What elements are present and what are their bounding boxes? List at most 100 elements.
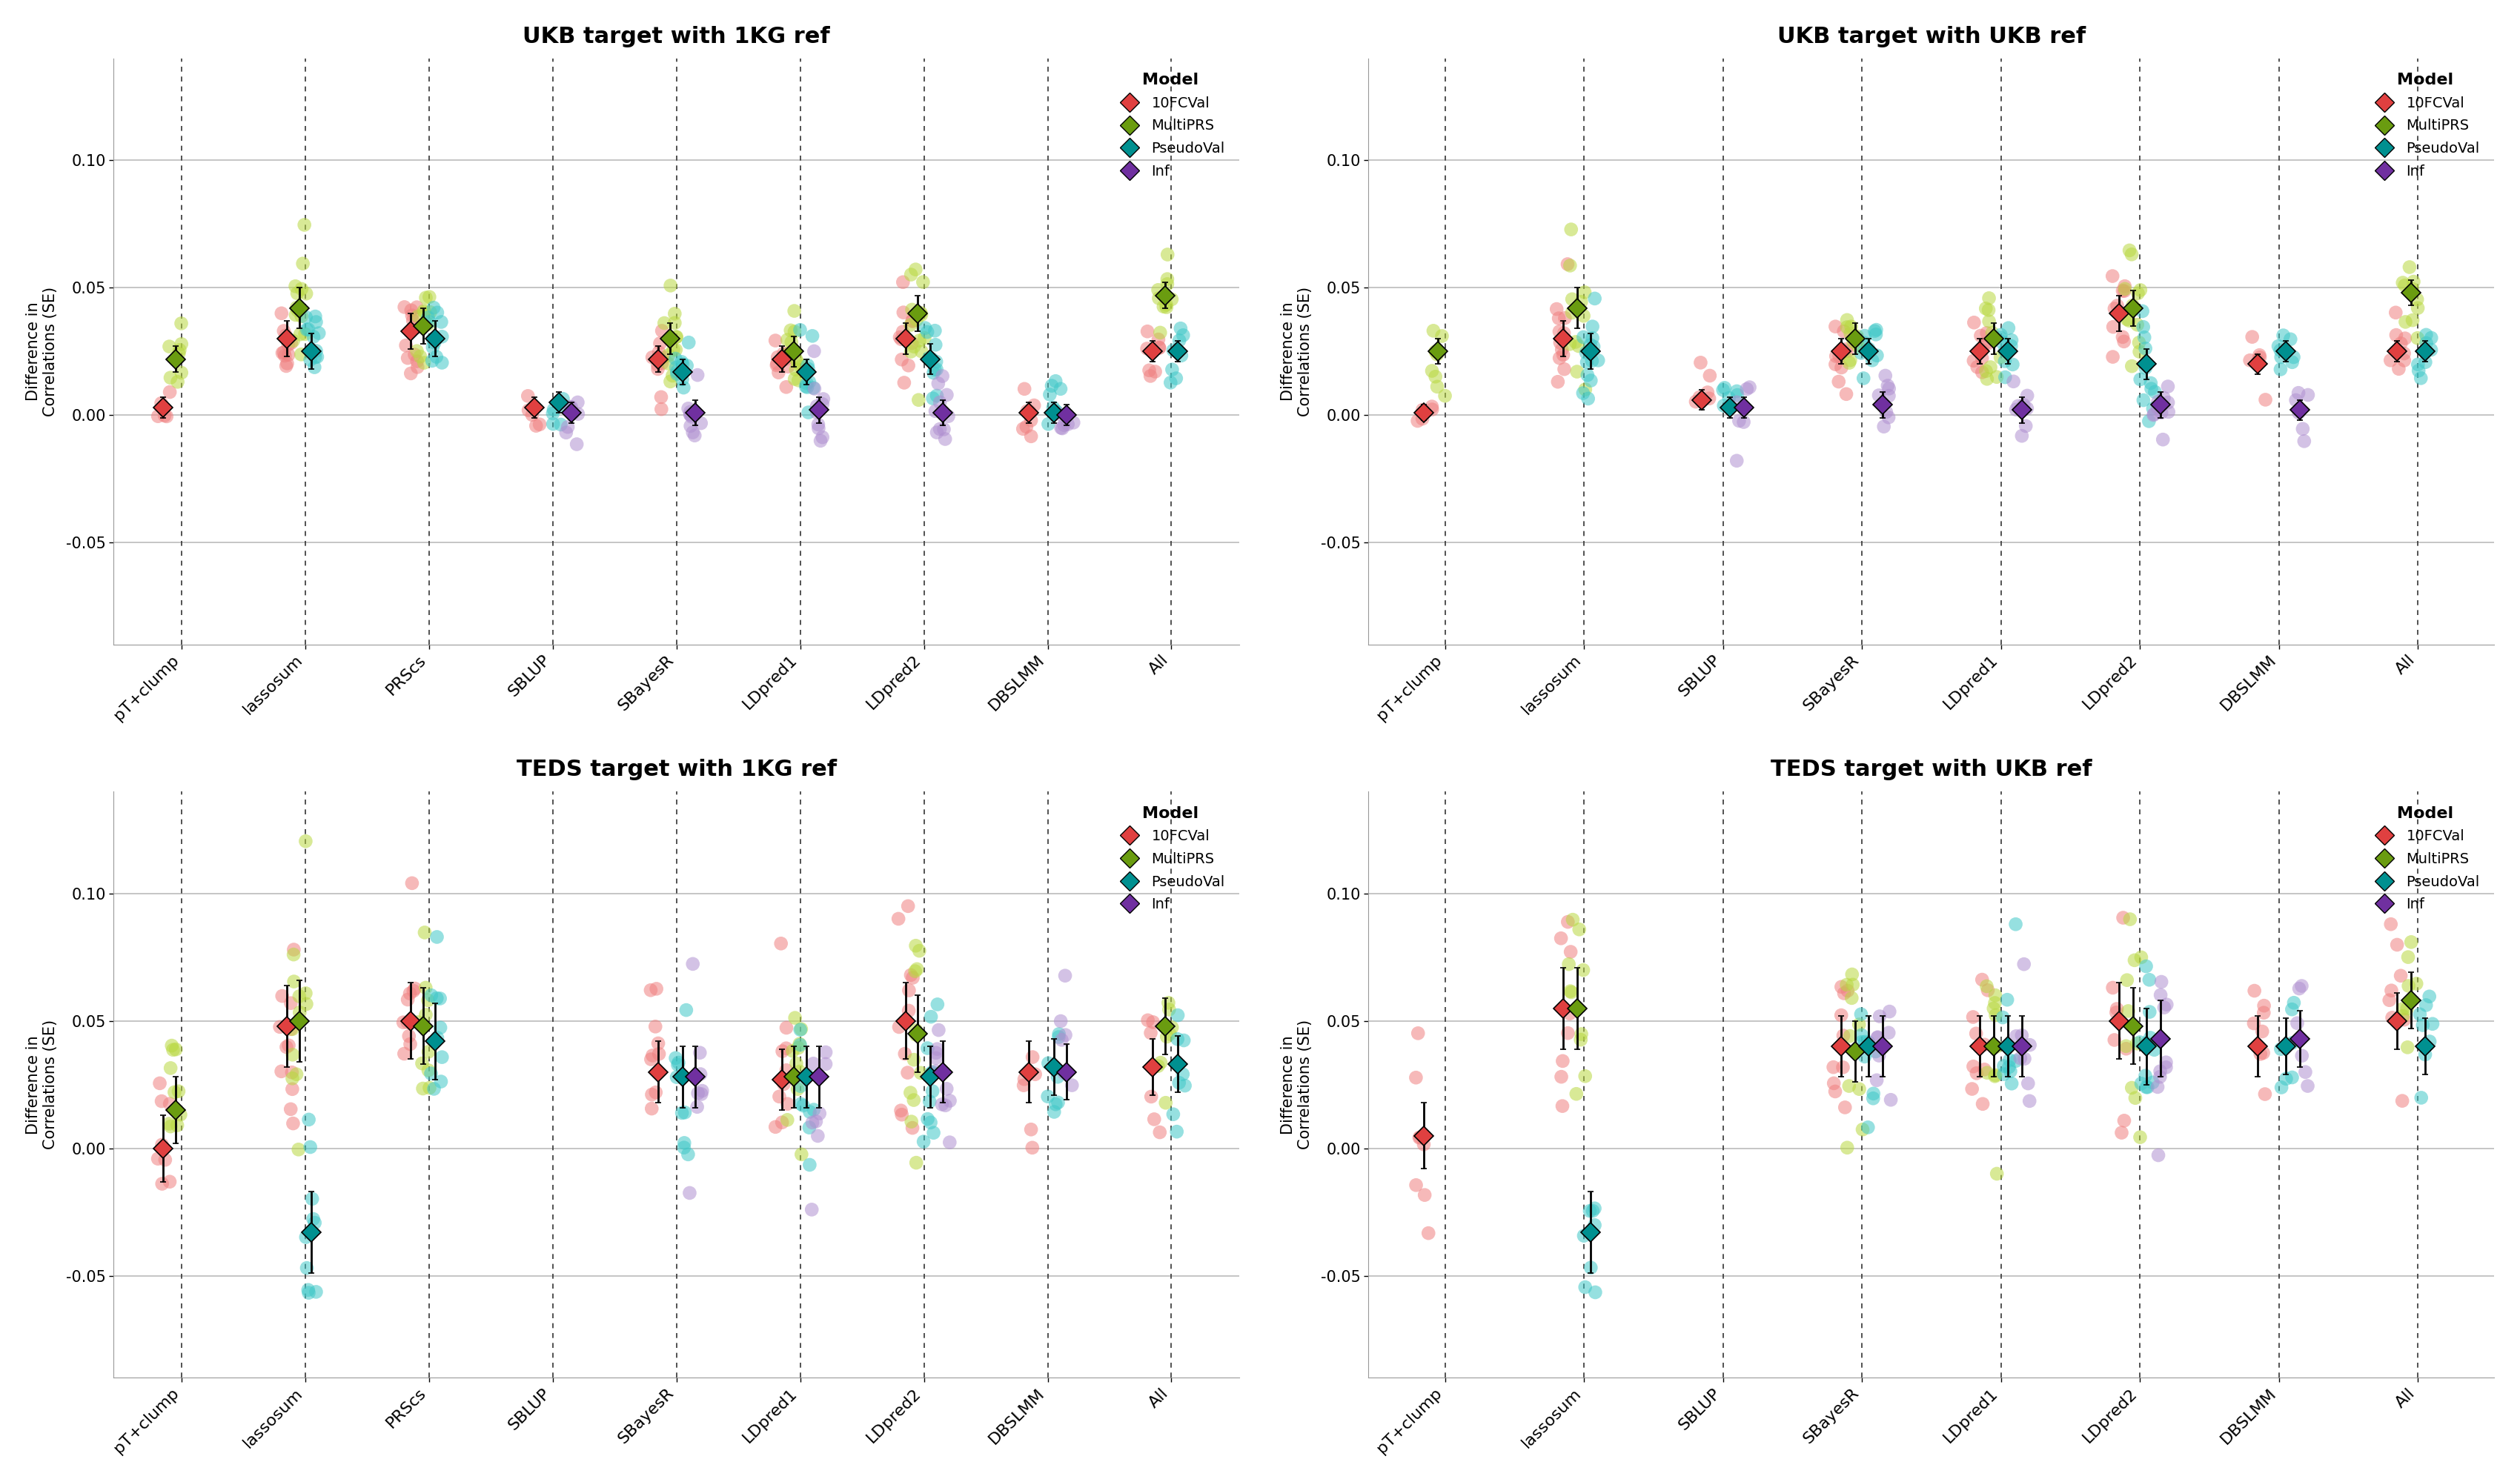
Point bbox=[290, 1135, 330, 1159]
Point bbox=[915, 399, 955, 422]
Point bbox=[1557, 360, 1598, 384]
Point bbox=[1986, 366, 2026, 390]
Point bbox=[900, 940, 940, 963]
Point bbox=[2265, 1034, 2306, 1058]
Point bbox=[149, 335, 189, 359]
Point bbox=[1555, 330, 1595, 354]
Point bbox=[2104, 329, 2145, 353]
Point bbox=[267, 1036, 307, 1060]
Point bbox=[1819, 344, 1860, 368]
Point bbox=[1981, 330, 2021, 354]
Point bbox=[2273, 997, 2313, 1021]
Point bbox=[1147, 267, 1187, 290]
Point bbox=[890, 1080, 930, 1104]
Point bbox=[660, 350, 701, 373]
Point bbox=[791, 1110, 832, 1134]
Point bbox=[1814, 1079, 1855, 1103]
Point bbox=[1865, 415, 1905, 439]
Point bbox=[915, 1060, 955, 1083]
Point bbox=[774, 1039, 814, 1063]
Point bbox=[1973, 996, 2013, 1020]
Point bbox=[161, 311, 202, 335]
Point bbox=[1565, 280, 1605, 304]
Point bbox=[2381, 332, 2422, 356]
Point bbox=[408, 1076, 449, 1100]
Point bbox=[1814, 353, 1855, 376]
Point bbox=[2245, 388, 2286, 412]
Point bbox=[907, 1107, 948, 1131]
Point bbox=[403, 299, 444, 323]
Point bbox=[2124, 356, 2165, 379]
Point bbox=[1036, 400, 1076, 424]
Point bbox=[2273, 350, 2313, 373]
Point bbox=[756, 1114, 796, 1138]
Point bbox=[683, 1079, 723, 1103]
Point bbox=[2412, 1012, 2452, 1036]
Point bbox=[895, 258, 935, 282]
Point bbox=[769, 1092, 809, 1116]
Point bbox=[1416, 339, 1457, 363]
Point bbox=[786, 375, 827, 399]
Point bbox=[398, 304, 438, 328]
Point bbox=[1550, 953, 1590, 977]
Point bbox=[146, 1149, 186, 1172]
Point bbox=[2132, 376, 2172, 400]
Point bbox=[1164, 323, 1205, 347]
Point bbox=[1041, 403, 1081, 427]
Point bbox=[1567, 350, 1608, 373]
Point bbox=[1963, 1092, 2003, 1116]
Point bbox=[892, 298, 932, 322]
Point bbox=[2107, 307, 2147, 330]
Point bbox=[789, 353, 829, 376]
Point bbox=[786, 375, 827, 399]
Point bbox=[759, 345, 799, 369]
Point bbox=[2260, 357, 2301, 381]
Point bbox=[2147, 391, 2187, 415]
Point bbox=[779, 319, 819, 342]
Point bbox=[655, 356, 696, 379]
Point bbox=[1865, 400, 1905, 424]
Point bbox=[1562, 381, 1603, 405]
Point bbox=[1688, 381, 1729, 405]
Point bbox=[655, 326, 696, 350]
Point bbox=[900, 329, 940, 353]
Point bbox=[794, 376, 834, 400]
Point bbox=[141, 1172, 181, 1196]
Point bbox=[2001, 1024, 2041, 1048]
Point bbox=[275, 943, 315, 966]
Point bbox=[1134, 1107, 1174, 1131]
Point bbox=[2109, 308, 2150, 332]
Point bbox=[905, 1129, 945, 1153]
Point bbox=[151, 1114, 192, 1138]
Point bbox=[416, 925, 456, 948]
Point bbox=[2092, 264, 2132, 288]
Point bbox=[1003, 1067, 1043, 1091]
Point bbox=[1154, 338, 1194, 362]
Point bbox=[2147, 1055, 2187, 1079]
Point bbox=[1560, 1029, 1600, 1052]
Point bbox=[413, 335, 454, 359]
Point bbox=[1008, 399, 1048, 422]
Point bbox=[774, 368, 814, 391]
Point bbox=[2139, 983, 2180, 1006]
Point bbox=[1048, 412, 1089, 436]
Point bbox=[925, 427, 965, 451]
Point bbox=[2124, 388, 2165, 412]
Point bbox=[756, 354, 796, 378]
Point bbox=[900, 1061, 940, 1085]
Point bbox=[2233, 325, 2273, 348]
Point bbox=[1575, 1214, 1615, 1237]
Point bbox=[1860, 384, 1900, 408]
Point bbox=[781, 1017, 822, 1040]
Point bbox=[2137, 390, 2177, 413]
Point bbox=[421, 310, 461, 333]
Point bbox=[1953, 1055, 1993, 1079]
Point bbox=[769, 354, 809, 378]
Point bbox=[401, 345, 441, 369]
Point bbox=[1996, 1024, 2036, 1048]
Point bbox=[144, 403, 184, 427]
Point bbox=[1147, 293, 1187, 317]
Point bbox=[1399, 1021, 1439, 1045]
Point bbox=[1716, 384, 1756, 408]
Point bbox=[287, 991, 328, 1015]
